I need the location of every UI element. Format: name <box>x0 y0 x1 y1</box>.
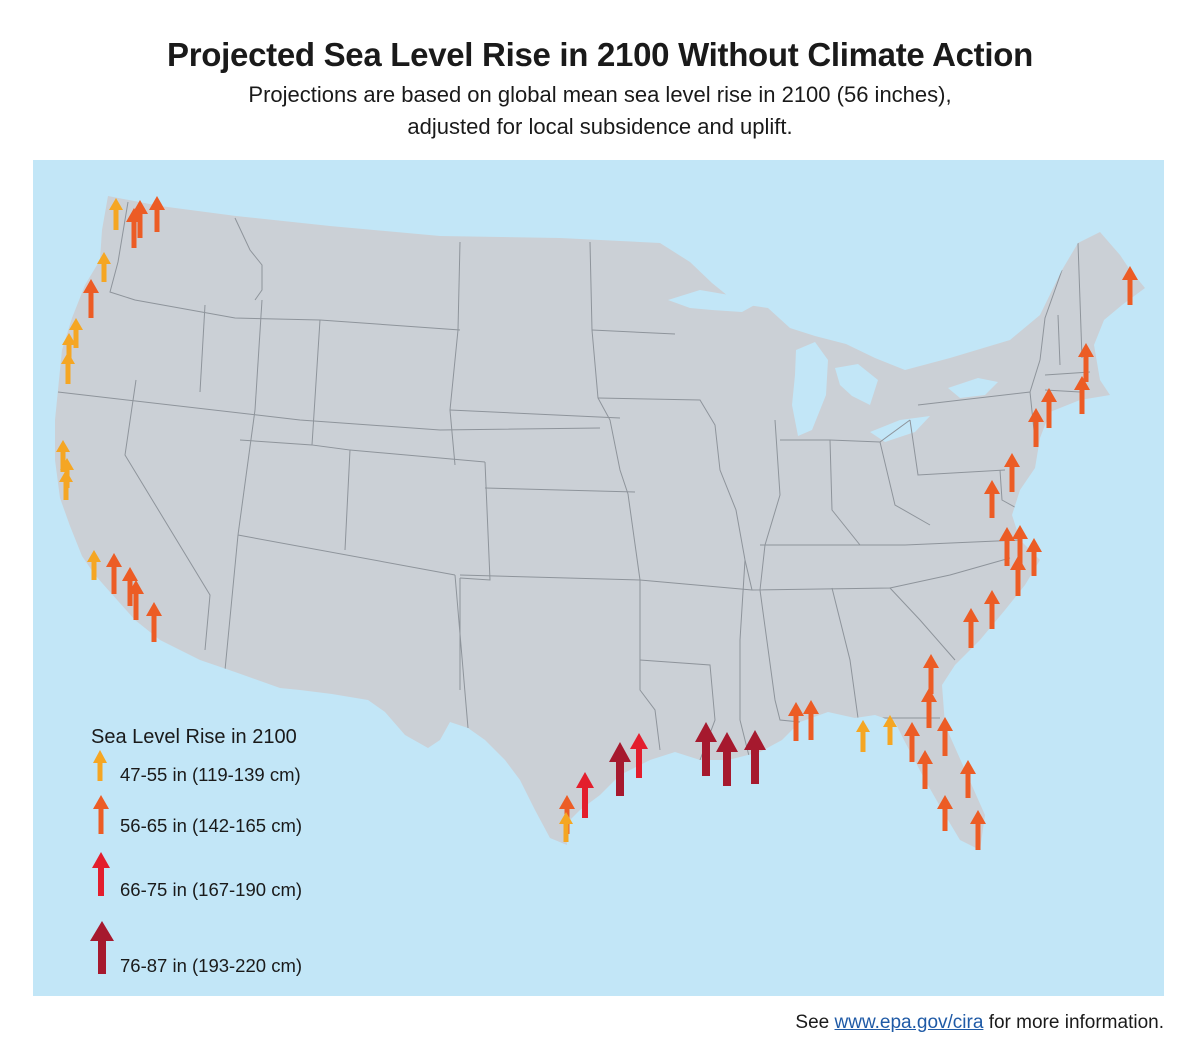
legend-label-47-55: 47-55 in (119-139 cm) <box>120 764 301 785</box>
arrow-marker <box>69 318 83 348</box>
arrow-marker <box>904 722 920 762</box>
legend-swatch-c4 <box>90 921 114 974</box>
arrow-marker <box>984 480 1000 518</box>
footer-note: See www.epa.gov/cira for more informatio… <box>795 1012 1164 1034</box>
arrow-marker <box>149 196 165 232</box>
legend-swatch-c2 <box>93 795 109 834</box>
us-landmass <box>55 196 1145 850</box>
arrow-marker <box>1122 266 1138 305</box>
arrow-marker <box>1012 525 1028 564</box>
arrow-marker <box>106 553 122 594</box>
arrow-marker <box>970 810 986 850</box>
arrow-marker <box>97 252 111 282</box>
arrow-markers <box>56 196 1138 850</box>
us-map <box>33 160 1164 996</box>
legend-label-56-65: 56-65 in (142-165 cm) <box>120 815 303 836</box>
arrow-marker <box>609 742 631 796</box>
arrow-marker <box>630 733 648 778</box>
arrow-marker <box>963 608 979 648</box>
great-lakes <box>668 290 998 442</box>
arrow-marker <box>856 720 870 752</box>
arrow-marker <box>61 352 75 384</box>
arrow-marker <box>146 602 162 642</box>
arrow-marker <box>917 750 933 789</box>
footer-suffix: for more information. <box>983 1012 1164 1033</box>
arrow-marker <box>999 527 1015 566</box>
arrow-marker <box>937 717 953 756</box>
arrow-marker <box>1026 538 1042 576</box>
arrow-marker <box>559 812 573 842</box>
arrow-marker <box>1004 453 1020 492</box>
arrow-marker <box>62 333 76 363</box>
arrow-marker <box>1078 343 1094 382</box>
arrow-marker <box>1074 376 1090 414</box>
arrow-marker <box>1010 556 1026 596</box>
map-subtitle-line1: Projections are based on global mean sea… <box>248 82 952 107</box>
legend-swatch-c3 <box>92 852 110 896</box>
legend-swatch-c1 <box>93 750 107 781</box>
arrow-marker <box>1041 388 1057 428</box>
arrow-marker <box>122 567 138 606</box>
arrow-marker <box>960 760 976 798</box>
map-title: Projected Sea Level Rise in 2100 Without… <box>167 36 1033 73</box>
footer-prefix: See <box>795 1012 835 1033</box>
arrow-marker <box>109 198 123 230</box>
legend-label-76-87: 76-87 in (193-220 cm) <box>120 955 303 976</box>
arrow-marker <box>744 730 766 784</box>
epa-link[interactable]: www.epa.gov/cira <box>834 1012 984 1033</box>
arrow-marker <box>695 722 717 776</box>
arrow-marker <box>984 590 1000 629</box>
state-borders <box>57 201 1091 761</box>
arrow-marker <box>937 795 953 831</box>
arrow-marker <box>716 732 738 786</box>
legend-label-66-75: 66-75 in (167-190 cm) <box>120 879 303 900</box>
legend-swatches <box>90 750 114 974</box>
arrow-marker <box>128 580 144 620</box>
arrow-marker <box>132 200 148 238</box>
arrow-marker <box>803 700 819 740</box>
arrow-marker <box>56 440 70 472</box>
arrow-marker <box>1028 408 1044 447</box>
arrow-marker <box>788 702 804 741</box>
arrow-marker <box>883 715 897 745</box>
arrow-marker <box>59 470 73 500</box>
map-subtitle-line2: adjusted for local subsidence and uplift… <box>407 114 793 139</box>
arrow-marker <box>87 550 101 580</box>
arrow-marker <box>576 772 594 818</box>
arrow-marker <box>83 279 99 318</box>
legend-title: Sea Level Rise in 2100 <box>91 726 297 748</box>
arrow-marker <box>921 688 937 728</box>
arrow-marker <box>923 654 939 694</box>
